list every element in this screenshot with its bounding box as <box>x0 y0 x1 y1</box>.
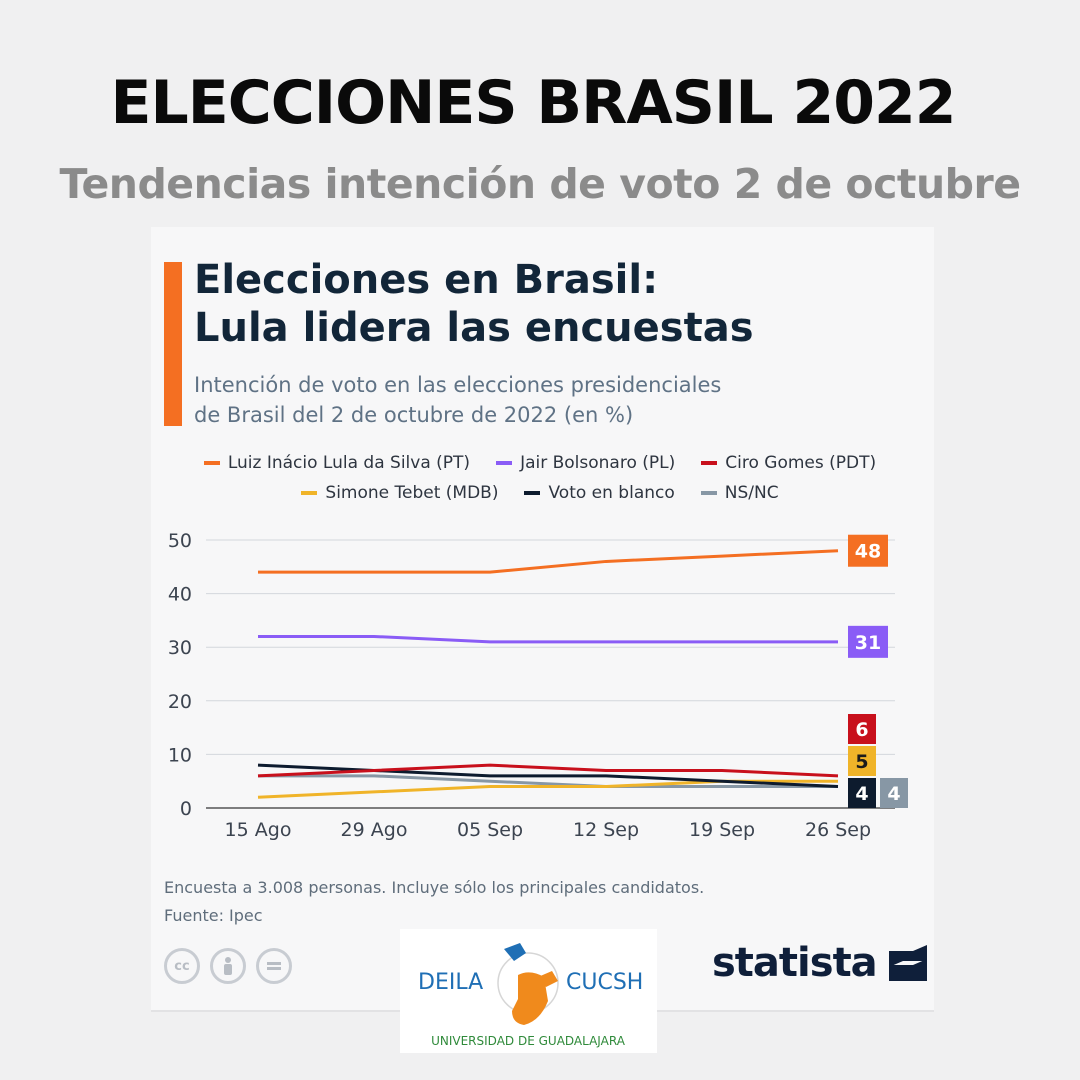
end-label-box-bolsonaro <box>848 625 888 658</box>
chart-card <box>151 227 934 1012</box>
line-chart: 0 10 20 30 40 50 15 Ago 29 Ago 05 Sep 12 Sep 19 Se… <box>168 530 908 841</box>
chart-title: Elecciones en Brasil: Lula lidera las en… <box>194 256 914 352</box>
chart-subtitle: Intención de voto en las elecciones pres… <box>194 370 914 430</box>
end-label-nsnc: 4 <box>887 783 900 805</box>
y-tick-label: 30 <box>168 637 192 659</box>
y-tick-label: 50 <box>168 530 192 552</box>
legend-label-nsnc: NS/NC <box>724 483 779 503</box>
series-line-blanco <box>257 763 839 789</box>
x-tick-label: 15 Ago <box>225 819 292 841</box>
series-line-ciro <box>257 763 839 778</box>
legend-label-lula: Luiz Inácio Lula da Silva (PT) <box>227 453 471 473</box>
series-line-bolsonaro <box>258 634 838 644</box>
end-label-box-lula <box>848 534 888 567</box>
legend-item-nsnc[interactable]: NS/NC <box>700 483 779 503</box>
legend-item-blanco[interactable]: Voto en blanco <box>524 483 675 503</box>
end-label-tebet: 5 <box>855 751 868 773</box>
legend-label-blanco: Voto en blanco <box>548 483 675 503</box>
legend-label-bolsonaro: Jair Bolsonaro (PL) <box>520 453 676 473</box>
title-accent-bar <box>164 262 182 426</box>
chart-title-line-1: Elecciones en Brasil: <box>194 257 659 303</box>
series-line-lula <box>258 549 839 574</box>
deila-cucsh-logo: DEILA CUCSH UNIVERSIDAD DE GUADALAJARA <box>400 929 657 1053</box>
license-icons: cc <box>164 948 292 984</box>
page-title: ELECCIONES BRASIL 2022 <box>110 68 957 138</box>
end-label-box-nsnc <box>880 778 908 808</box>
y-tick-label: 20 <box>168 691 192 713</box>
legend-swatch-bolsonaro <box>496 461 513 465</box>
end-label-bolsonaro: 31 <box>855 632 881 654</box>
end-label-box-tebet <box>848 746 876 776</box>
y-tick-label: 40 <box>168 584 192 606</box>
hand-icon <box>504 943 558 1025</box>
legend-item-ciro[interactable]: Ciro Gomes (PDT) <box>701 453 876 473</box>
end-label-ciro: 6 <box>855 719 868 741</box>
end-label-blanco: 4 <box>855 783 868 805</box>
x-tick-label: 19 Sep <box>689 819 755 841</box>
logo-right-text: CUCSH <box>566 970 643 995</box>
y-tick-label: 10 <box>168 744 192 766</box>
legend-swatch-blanco <box>524 491 541 495</box>
x-tick-label: 29 Ago <box>341 819 408 841</box>
x-tick-label: 12 Sep <box>573 819 639 841</box>
chart-subtitle-line-1: Intención de voto en las elecciones pres… <box>194 373 722 397</box>
legend-label-tebet: Simone Tebet (MDB) <box>325 483 499 503</box>
series-line-nsnc <box>258 774 838 789</box>
logo-left-text: DEILA <box>418 970 483 995</box>
y-tick-label: 0 <box>180 798 192 820</box>
x-tick-label: 26 Sep <box>805 819 871 841</box>
equals-icon[interactable] <box>256 948 292 984</box>
chart-legend: Luiz Inácio Lula da Silva (PT) Jair Bols… <box>160 448 920 508</box>
x-tick-label: 05 Sep <box>457 819 523 841</box>
footnote-survey: Encuesta a 3.008 personas. Incluye sólo … <box>164 878 705 897</box>
logo-bottom-text: UNIVERSIDAD DE GUADALAJARA <box>431 1034 626 1048</box>
legend-item-lula[interactable]: Luiz Inácio Lula da Silva (PT) <box>203 453 471 473</box>
legend-swatch-tebet <box>301 491 318 495</box>
legend-swatch-nsnc <box>700 491 717 495</box>
statista-logo-icon <box>888 945 927 981</box>
cc-icon[interactable]: cc <box>164 948 200 984</box>
logo-graphic: DEILA CUCSH UNIVERSIDAD DE GUADALAJARA <box>418 943 643 1048</box>
chart-subtitle-line-2: de Brasil del 2 de octubre de 2022 (en %… <box>194 403 634 427</box>
legend-swatch-lula <box>203 461 220 465</box>
legend-item-bolsonaro[interactable]: Jair Bolsonaro (PL) <box>496 453 675 473</box>
legend-label-ciro: Ciro Gomes (PDT) <box>725 453 877 473</box>
end-label-box-ciro <box>848 714 876 744</box>
statista-brand[interactable]: statista <box>712 940 929 986</box>
person-icon[interactable] <box>210 948 246 984</box>
chart-title-line-2: Lula lidera las encuestas <box>194 305 754 351</box>
legend-item-tebet[interactable]: Simone Tebet (MDB) <box>301 483 498 503</box>
end-label-lula: 48 <box>855 541 881 563</box>
end-label-box-blanco <box>848 778 876 808</box>
page-subtitle: Tendencias intención de voto 2 de octubr… <box>59 160 1021 208</box>
chart-footnote: Encuesta a 3.008 personas. Incluye sólo … <box>164 874 884 930</box>
statista-wordmark: statista <box>712 940 878 986</box>
legend-swatch-ciro <box>701 461 718 465</box>
footnote-source: Fuente: Ipec <box>164 906 263 925</box>
